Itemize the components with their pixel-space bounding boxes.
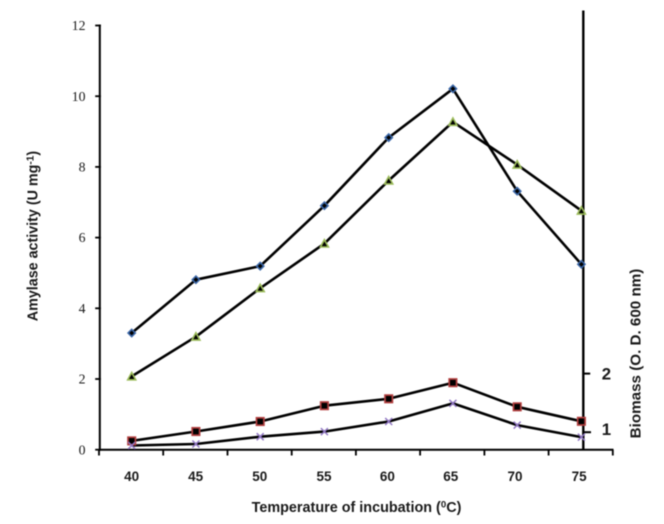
svg-text:10: 10 [72, 89, 86, 104]
svg-text:12: 12 [72, 18, 86, 33]
svg-text:65: 65 [443, 469, 459, 484]
svg-text:4: 4 [79, 301, 86, 316]
svg-text:60: 60 [380, 469, 395, 484]
svg-text:40: 40 [124, 469, 139, 484]
svg-text:Biomass (O. D. 600 nm): Biomass (O. D. 600 nm) [628, 269, 645, 439]
svg-text:Temperature of incubation (0C): Temperature of incubation (0C) [252, 500, 462, 516]
svg-text:Amylase activity (U mg-1): Amylase activity (U mg-1) [26, 151, 42, 322]
svg-text:6: 6 [79, 230, 86, 245]
svg-text:45: 45 [188, 469, 204, 484]
svg-text:2: 2 [79, 372, 86, 387]
svg-text:0: 0 [79, 442, 86, 457]
svg-text:70: 70 [507, 469, 522, 484]
svg-text:2: 2 [602, 365, 611, 384]
svg-text:55: 55 [316, 469, 332, 484]
svg-text:75: 75 [572, 469, 588, 484]
svg-text:8: 8 [79, 160, 86, 175]
svg-text:1: 1 [602, 420, 611, 439]
svg-text:50: 50 [252, 469, 267, 484]
